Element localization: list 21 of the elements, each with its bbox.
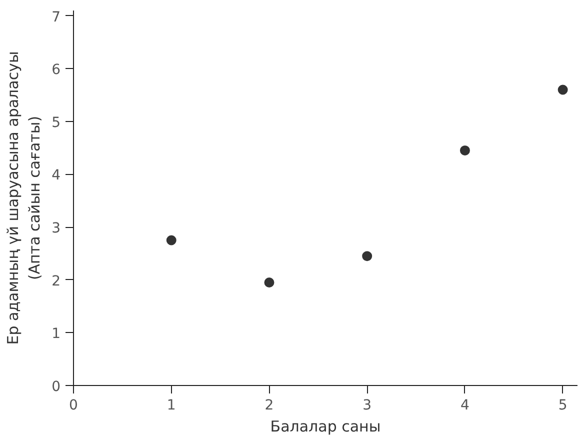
y-tick-label: 7 (52, 9, 61, 26)
x-tick-label: 5 (558, 398, 568, 414)
y-tick-label: 4 (52, 168, 61, 184)
y-axis-title: Ер адамның үй шаруасына араласуы (Апта сайын сағаты) (4, 51, 44, 345)
x-axis-title: Балалар саны (270, 418, 381, 436)
x-tick-label: 4 (460, 398, 470, 414)
x-tick-label: 1 (166, 398, 176, 414)
x-tick-label: 3 (362, 398, 372, 414)
point (362, 251, 372, 262)
point (558, 84, 568, 95)
point (264, 278, 274, 288)
y-tick-label: 6 (52, 62, 61, 78)
y-tick-label: 5 (52, 114, 61, 131)
y-tick-label: 1 (52, 326, 61, 342)
x-tick-label: 2 (264, 398, 274, 414)
y-tick-label: 2 (52, 273, 61, 290)
point (460, 145, 470, 156)
point (166, 235, 176, 246)
y-tick-label: 3 (52, 220, 61, 237)
x-tick-label: 0 (69, 398, 78, 414)
y-tick-label: 0 (52, 379, 61, 395)
